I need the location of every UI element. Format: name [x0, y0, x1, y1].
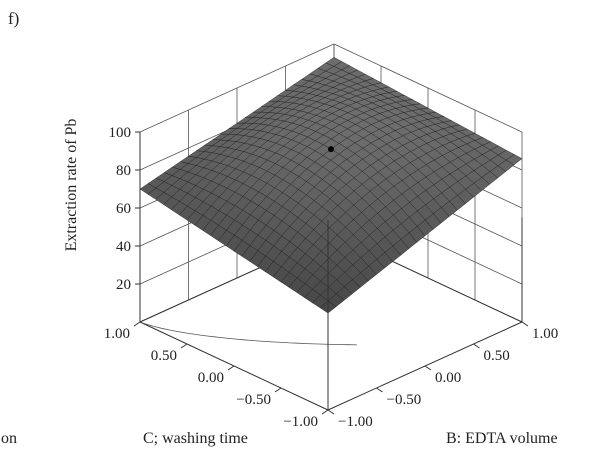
z-tick-label: 80: [116, 163, 131, 179]
response-surface: [139, 57, 523, 314]
x-tick-label: 1.00: [532, 326, 558, 342]
y-tick: [274, 387, 282, 393]
y-tick-label: 0.50: [151, 348, 177, 364]
x-tick: [473, 343, 480, 349]
x-tick: [424, 365, 432, 371]
grid-line: [139, 43, 335, 133]
x-tick-label: −1.00: [338, 414, 373, 430]
x-axis-ticks: −1.00 −0.50 0.00 0.50 1.00: [327, 321, 558, 430]
axis-frame: [139, 132, 523, 410]
x-tick: [376, 387, 383, 393]
x-tick-label: 0.00: [435, 370, 461, 386]
y-tick: [227, 365, 235, 371]
grid-line: [333, 43, 523, 133]
panel-label: f): [8, 9, 19, 28]
y-axis-ticks: −1.00 −0.50 0.00 0.50 1.00: [104, 321, 329, 430]
y-tick-label: 0.00: [198, 370, 224, 386]
stray-text: on: [1, 430, 17, 447]
z-tick-label: 20: [116, 277, 131, 293]
y-tick-label: −0.50: [236, 392, 271, 408]
y-tick: [321, 409, 329, 415]
y-tick-label: −1.00: [283, 414, 318, 430]
x-tick-label: −0.50: [387, 392, 422, 408]
x-tick-label: 0.50: [484, 348, 510, 364]
x-tick: [521, 321, 529, 327]
z-tick-label: 100: [109, 125, 132, 141]
z-tick-label: 60: [116, 201, 131, 217]
z-axis-title: Extraction rate of Pb: [63, 119, 80, 252]
floor-contour: [139, 321, 358, 346]
x-tick: [327, 409, 335, 415]
y-tick: [180, 343, 188, 349]
z-tick-label: 40: [116, 239, 131, 255]
y-axis-title: C; washing time: [143, 430, 248, 447]
surface-cell: [325, 57, 343, 67]
z-axis-ticks: 20 40 60 80 100: [109, 125, 140, 293]
x-axis-title: B: EDTA volume: [446, 430, 558, 447]
design-point: [328, 146, 334, 153]
y-tick-label: 1.00: [104, 326, 130, 342]
y-tick: [133, 321, 141, 327]
